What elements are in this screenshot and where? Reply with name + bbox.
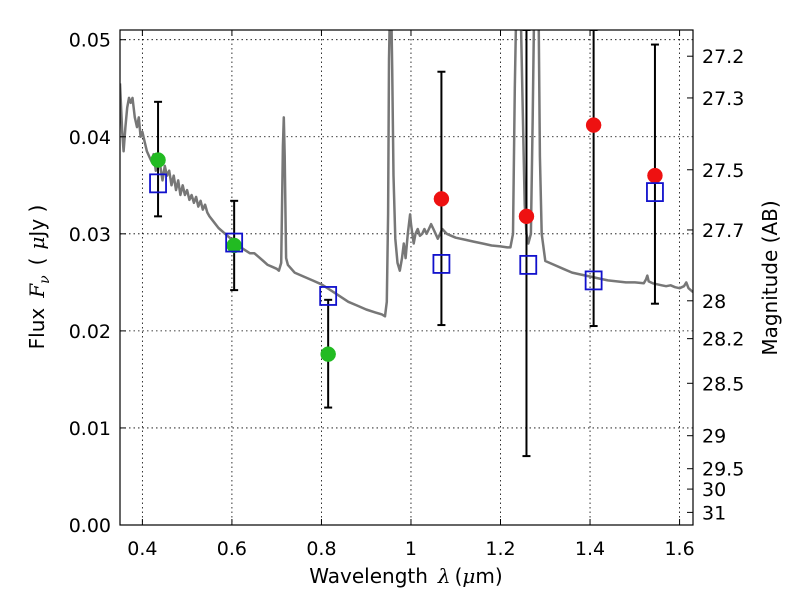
model-marker-square: [432, 254, 451, 274]
y2-tick-label: 28: [702, 291, 726, 313]
y2-tick-label: 31: [702, 502, 726, 524]
model-marker-square: [584, 270, 603, 291]
y2-tick-label: 27.3: [702, 88, 744, 110]
flux-marker-circle: [585, 117, 602, 133]
flux-marker-circle: [320, 346, 336, 362]
model-spectrum-line: [120, 30, 693, 318]
x-tick-label: 0.8: [306, 538, 336, 560]
y-tick-label: 0.03: [69, 224, 111, 246]
y-tick-label: 0.04: [69, 127, 111, 149]
y-axis-title-symbol: F: [25, 283, 49, 299]
model-marker-square: [149, 173, 167, 194]
y-axis-title-unit-rest: Jy ): [25, 205, 49, 239]
model-marker-square: [519, 254, 538, 275]
y2-tick-label: 27.7: [702, 220, 744, 242]
y2-tick-label: 28.5: [702, 373, 744, 395]
y-axis-title-subscript: ν: [37, 275, 53, 284]
flux-marker-circle: [433, 191, 450, 207]
y-axis-ticks: 0.00 0.01 0.02 0.03 0.04 0.05: [69, 30, 126, 537]
x-tick-label: 1.6: [664, 538, 694, 560]
model-marker-square: [319, 286, 338, 306]
x-axis-title-text: Wavelength: [309, 564, 428, 588]
x-axis-title-unit-open: (: [455, 564, 463, 588]
x-axis-ticks: 0.4 0.6 0.8 1 1.2 1.4 1.6: [127, 30, 695, 560]
x-axis-title-symbol: λ: [437, 564, 451, 588]
grid: [120, 30, 693, 525]
x-tick-label: 0.4: [127, 538, 157, 560]
y-axis-title: Flux Fν ( μJy ): [25, 205, 53, 350]
y2-axis-title: Magnitude (AB): [758, 200, 782, 355]
data-markers: [149, 117, 664, 362]
plot-frame: [119, 29, 694, 526]
x-axis-title-unit-rest: m): [475, 564, 502, 588]
model-marker-square: [646, 182, 664, 202]
flux-marker-circle: [518, 208, 535, 225]
y2-tick-label: 28.2: [702, 329, 744, 351]
model-marker-square: [225, 232, 244, 253]
y-tick-label: 0.01: [69, 418, 111, 440]
y2-tick-label: 27.2: [702, 46, 744, 68]
x-tick-label: 1.2: [485, 538, 515, 560]
x-tick-label: 1.4: [575, 538, 605, 560]
x-axis-title-unit-mu: μ: [462, 564, 475, 588]
y-axis-title-text: Flux: [25, 308, 49, 350]
x-axis-title: Wavelength λ (μm): [309, 564, 502, 588]
y-axis-title-unit-open: (: [25, 258, 49, 266]
x-tick-label: 1: [405, 538, 417, 560]
y2-tick-label: 29: [702, 426, 726, 448]
y-axis-title-unit-mu: μ: [25, 237, 49, 250]
y-tick-label: 0.00: [69, 515, 111, 537]
y2-tick-label: 27.5: [702, 160, 744, 182]
y-tick-label: 0.05: [69, 30, 111, 52]
x-tick-label: 0.6: [217, 538, 247, 560]
y-tick-label: 0.02: [69, 321, 111, 343]
y2-tick-label: 29.5: [702, 459, 744, 481]
plot-background: [120, 30, 693, 525]
y2-tick-label: 30: [702, 479, 726, 501]
flux-marker-circle: [150, 152, 166, 168]
flux-marker-circle: [647, 167, 663, 184]
